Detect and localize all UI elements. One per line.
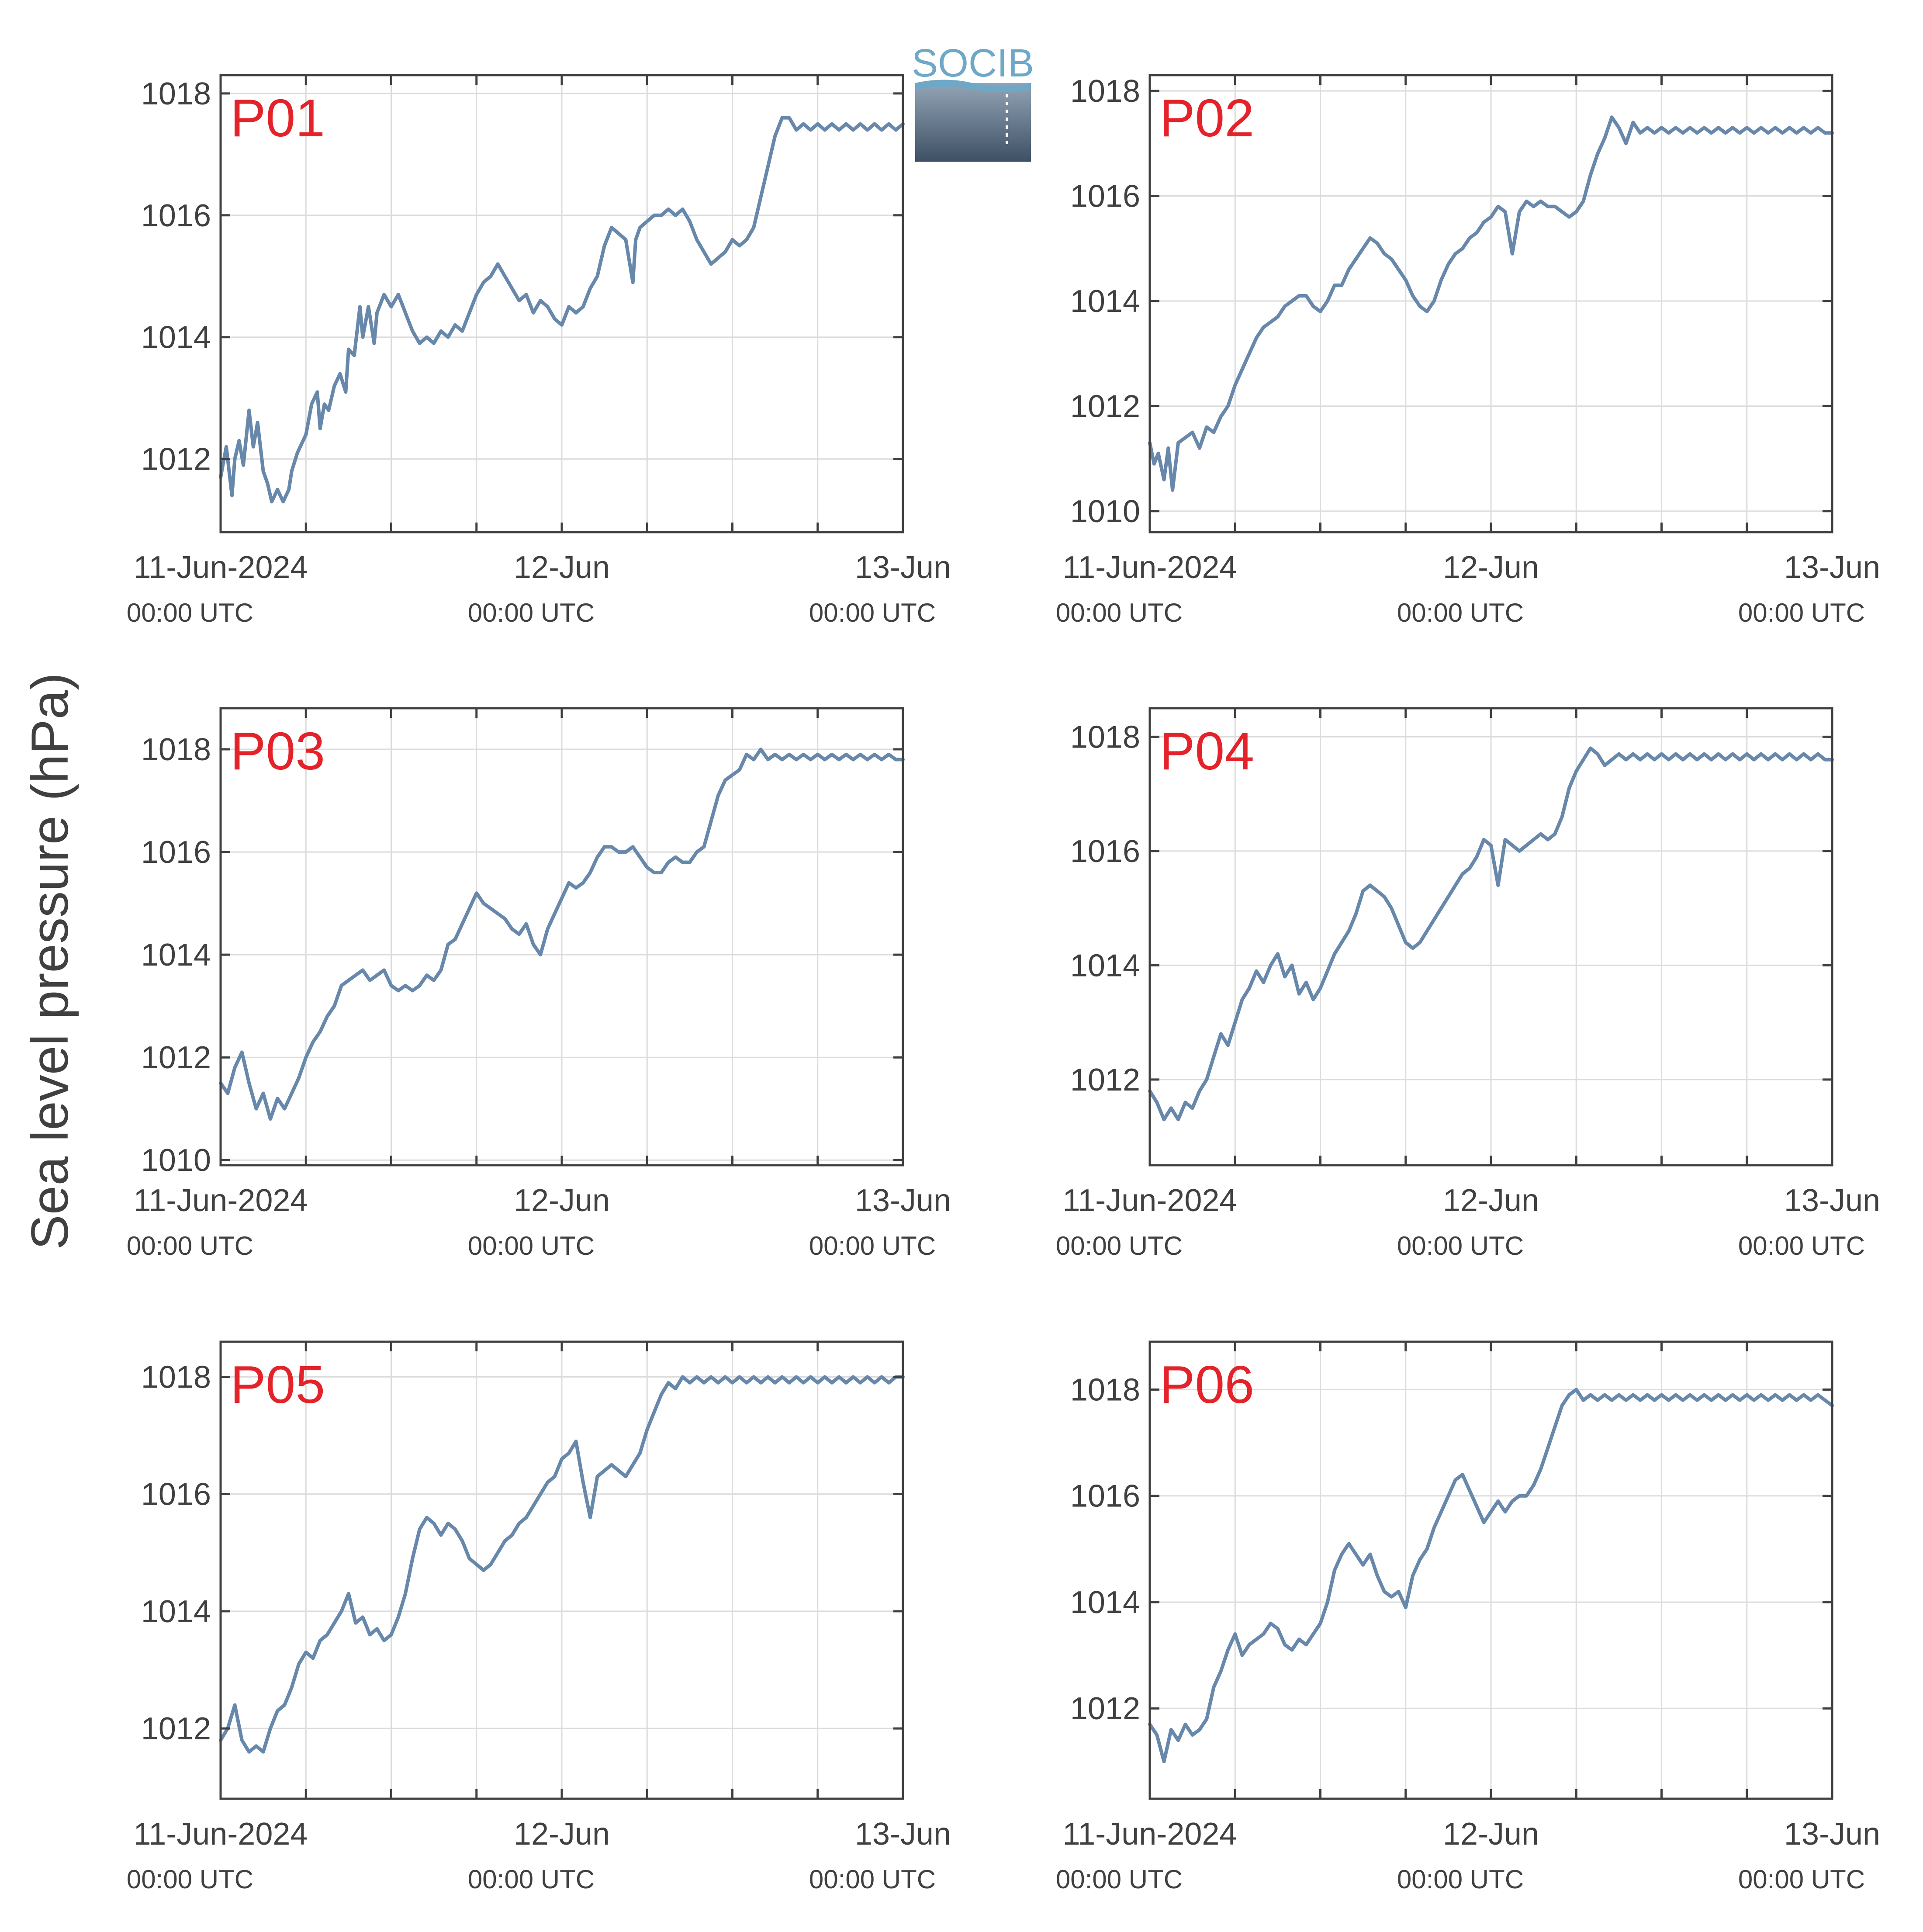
y-tick-label: 1018 (141, 76, 211, 111)
x-tick-label: 12-Jun (514, 550, 610, 585)
logo-text: SOCIB (912, 42, 1034, 85)
x-tick-time-label: 00:00 UTC (127, 1231, 253, 1260)
station-label: P04 (1159, 721, 1254, 781)
logo-wave (915, 80, 1031, 92)
x-tick-label: 11-Jun-2024 (134, 1817, 308, 1852)
series-line-p03 (219, 748, 905, 1121)
series-line-p04 (1148, 746, 1834, 1122)
station-label: P01 (230, 88, 325, 148)
y-tick-label: 1018 (141, 1360, 211, 1395)
chart-panel-p03: 1010 1012 1014 1016 1018 11-Jun-2024 00:00 UTC… (127, 707, 951, 1260)
x-tick-time-label: 00:00 UTC (1397, 1231, 1524, 1260)
x-tick-time-label: 00:00 UTC (1738, 1231, 1865, 1260)
chart-panel-p06: 1012 1014 1016 1018 11-Jun-2024 00:00 UTC 12-J… (1056, 1340, 1880, 1894)
x-tick-label: 11-Jun-2024 (1063, 1183, 1237, 1218)
x-tick-time-label: 00:00 UTC (468, 1231, 595, 1260)
y-tick-label: 1014 (1070, 948, 1140, 983)
x-tick-label: 13-Jun (1784, 550, 1880, 585)
series-line-p01 (219, 116, 905, 504)
y-axis-label: Sea level pressure (hPa) (21, 673, 79, 1250)
y-tick-label: 1014 (141, 1594, 211, 1629)
socib-logo: SOCIB (912, 42, 1034, 162)
x-tick-label: 12-Jun (514, 1183, 610, 1218)
y-tick-label: 1016 (1070, 834, 1140, 869)
x-tick-time-label: 00:00 UTC (127, 1865, 253, 1894)
y-tick-label: 1010 (141, 1143, 211, 1178)
y-tick-label: 1018 (1070, 720, 1140, 755)
station-label: P03 (230, 721, 325, 781)
y-tick-label: 1016 (141, 198, 211, 233)
y-tick-label: 1012 (141, 442, 211, 477)
x-tick-label: 11-Jun-2024 (1063, 1817, 1237, 1852)
y-tick-label: 1014 (1070, 1585, 1140, 1620)
x-tick-label: 13-Jun (855, 1183, 951, 1218)
y-tick-label: 1016 (141, 835, 211, 870)
station-label: P05 (230, 1355, 325, 1414)
y-tick-label: 1010 (1070, 494, 1140, 529)
station-label: P02 (1159, 88, 1254, 148)
x-tick-label: 12-Jun (1443, 550, 1539, 585)
y-tick-label: 1018 (1070, 74, 1140, 109)
y-tick-label: 1014 (1070, 284, 1140, 319)
panel-group: 1012 1014 1016 1018 11-Jun-2024 00:00 UTC 12-J… (127, 74, 1880, 1894)
x-tick-label: 12-Jun (1443, 1183, 1539, 1218)
x-tick-label: 11-Jun-2024 (134, 550, 308, 585)
series-line-p05 (219, 1375, 905, 1754)
x-tick-label: 11-Jun-2024 (134, 1183, 308, 1218)
y-tick-label: 1012 (1070, 1691, 1140, 1726)
x-tick-label: 12-Jun (1443, 1817, 1539, 1852)
series-line-p06 (1148, 1388, 1834, 1763)
x-tick-time-label: 00:00 UTC (1397, 598, 1524, 627)
x-tick-label: 13-Jun (1784, 1817, 1880, 1852)
x-tick-label: 12-Jun (514, 1817, 610, 1852)
y-tick-label: 1014 (141, 320, 211, 355)
y-tick-label: 1012 (141, 1040, 211, 1075)
x-tick-time-label: 00:00 UTC (809, 598, 936, 627)
x-tick-label: 11-Jun-2024 (1063, 550, 1237, 585)
y-tick-label: 1016 (141, 1477, 211, 1512)
chart-panel-p04: 1012 1014 1016 1018 11-Jun-2024 00:00 UTC 12-J… (1056, 707, 1880, 1260)
x-tick-time-label: 00:00 UTC (127, 598, 253, 627)
y-tick-label: 1012 (1070, 389, 1140, 424)
x-tick-time-label: 00:00 UTC (468, 598, 595, 627)
x-tick-time-label: 00:00 UTC (1397, 1865, 1524, 1894)
y-tick-label: 1016 (1070, 1479, 1140, 1514)
x-tick-time-label: 00:00 UTC (468, 1865, 595, 1894)
x-tick-time-label: 00:00 UTC (1056, 1865, 1183, 1894)
x-tick-time-label: 00:00 UTC (1056, 1231, 1183, 1260)
y-tick-label: 1012 (141, 1711, 211, 1746)
x-tick-time-label: 00:00 UTC (809, 1865, 936, 1894)
y-tick-label: 1016 (1070, 179, 1140, 214)
station-label: P06 (1159, 1355, 1254, 1414)
x-tick-label: 13-Jun (855, 1817, 951, 1852)
y-tick-label: 1012 (1070, 1063, 1140, 1098)
series-line-p02 (1148, 115, 1834, 492)
x-tick-time-label: 00:00 UTC (1738, 1865, 1865, 1894)
x-tick-label: 13-Jun (855, 550, 951, 585)
y-tick-label: 1018 (1070, 1372, 1140, 1407)
chart-panel-p02: 1010 1012 1014 1016 1018 11-Jun-2024 00:00 UTC… (1056, 74, 1880, 627)
chart-panel-p05: 1012 1014 1016 1018 11-Jun-2024 00:00 UTC 12-J… (127, 1340, 951, 1894)
x-tick-time-label: 00:00 UTC (809, 1231, 936, 1260)
x-tick-time-label: 00:00 UTC (1056, 598, 1183, 627)
chart-panel-p01: 1012 1014 1016 1018 11-Jun-2024 00:00 UTC 12-J… (127, 74, 951, 627)
y-tick-label: 1018 (141, 732, 211, 767)
x-tick-time-label: 00:00 UTC (1738, 598, 1865, 627)
x-tick-label: 13-Jun (1784, 1183, 1880, 1218)
y-tick-label: 1014 (141, 938, 211, 973)
logo-panel (915, 83, 1031, 162)
